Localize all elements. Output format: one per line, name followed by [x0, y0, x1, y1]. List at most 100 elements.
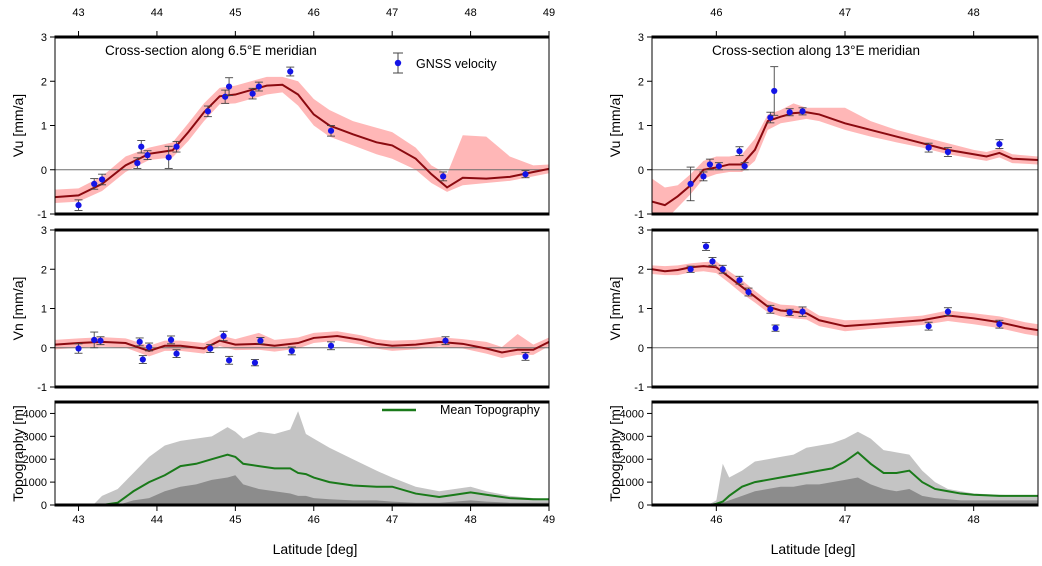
gnss-point	[173, 350, 180, 357]
gnss-point	[251, 359, 259, 366]
plot-area	[55, 411, 549, 505]
gnss-point	[706, 161, 714, 168]
y-tick-label: 1	[638, 304, 644, 316]
topography-legend-label: Mean Topography	[440, 403, 541, 417]
topography-max-area	[55, 411, 549, 505]
gnss-point	[996, 140, 1003, 148]
gnss-point	[173, 143, 180, 150]
gnss-point	[138, 143, 145, 150]
right-column: -1 0 1 2 3 46 47 48 Vu [mm/a] Cross-section along…	[607, 7, 1039, 526]
gnss-point	[327, 342, 335, 349]
y-tick-label: 2	[41, 76, 47, 88]
gnss-point	[767, 114, 774, 121]
y-tick-label: 1000	[620, 477, 644, 489]
y-tick-label: 0	[41, 343, 47, 355]
gnss-point	[736, 277, 743, 284]
plot-area	[652, 242, 1038, 349]
gnss-point	[736, 148, 743, 155]
gnss-point	[767, 306, 774, 313]
y-tick-label: -1	[634, 209, 644, 221]
y-tick-label: 0	[638, 165, 644, 177]
plot-area	[652, 66, 1038, 214]
gnss-point	[799, 108, 806, 115]
gnss-point	[442, 337, 449, 344]
gnss-point	[222, 93, 229, 100]
gnss-point	[225, 357, 233, 364]
y-axis-title: Vn [mm/a]	[607, 277, 623, 341]
y-tick-label: 4000	[23, 408, 47, 420]
y-tick-label: 0	[638, 500, 644, 512]
gnss-point	[255, 83, 262, 90]
topography-max-area	[652, 431, 1038, 505]
x-tick-label-bottom: 46	[308, 514, 320, 526]
panel-right-vn: -1 0 1 2 3 Vn [mm/a]	[607, 225, 1039, 394]
gnss-point	[786, 309, 793, 316]
x-tick-label-top: 47	[839, 7, 851, 19]
gnss-point	[287, 68, 294, 75]
gnss-point	[165, 154, 172, 161]
gnss-point	[709, 258, 716, 265]
x-tick-label-top: 46	[308, 7, 320, 19]
panel-title: Cross-section along 13°E meridian	[712, 43, 920, 58]
gnss-point	[799, 308, 806, 315]
gnss-point	[327, 127, 335, 134]
y-tick-label: 1	[41, 121, 47, 133]
panel-right-topo: 0 1000 2000 3000 4000 46 47 48 Topography [m]	[607, 400, 1039, 526]
y-tick-label: 2000	[620, 454, 644, 466]
gnss-point	[204, 108, 212, 115]
model-uncertainty-band	[55, 331, 549, 358]
y-tick-label: 3	[638, 225, 644, 237]
topography-legend: Mean Topography	[382, 403, 541, 417]
panel-left-vu: -1 0 1 2 3 43 44 45 46 47 48 49 Vu [mm/a] Cross-secti…	[10, 7, 555, 221]
mean-topography-line	[55, 453, 549, 505]
x-tick-label-top: 46	[710, 7, 722, 19]
x-tick-label-top: 45	[229, 7, 241, 19]
x-tick-label-bottom: 45	[229, 514, 241, 526]
y-axis-title: Topography [m]	[607, 405, 623, 502]
gnss-point	[925, 323, 932, 330]
gnss-point	[136, 338, 143, 345]
y-tick-label: 3	[41, 225, 47, 237]
x-tick-label-top: 44	[151, 7, 163, 19]
gnss-legend-marker	[394, 59, 402, 67]
gnss-point	[715, 163, 723, 170]
x-tick-label-bottom: 48	[464, 514, 476, 526]
gnss-point	[996, 321, 1003, 328]
gnss-point	[772, 325, 779, 332]
x-tick-label-top: 47	[386, 7, 398, 19]
gnss-point	[144, 152, 151, 159]
gnss-point	[257, 337, 264, 344]
gnss-point	[207, 345, 214, 352]
plot-area	[55, 66, 549, 211]
y-tick-label: -1	[634, 382, 644, 394]
y-tick-label: 0	[41, 500, 47, 512]
gnss-point	[75, 202, 82, 209]
panel-left-vn: -1 0 1 2 3 Vn [mm/a]	[10, 225, 550, 394]
gnss-point	[139, 356, 146, 363]
model-uncertainty-band	[55, 76, 549, 203]
gnss-point	[249, 90, 256, 97]
gnss-point	[925, 144, 932, 151]
gnss-point	[522, 353, 529, 360]
y-tick-label: -1	[37, 382, 47, 394]
x-axis-title-left: Latitude [deg]	[273, 541, 358, 557]
y-tick-label: 2	[41, 264, 47, 276]
y-tick-label: 1	[41, 304, 47, 316]
gnss-point	[288, 347, 295, 354]
gnss-point	[167, 336, 175, 343]
topography-min-area	[652, 477, 1038, 505]
y-axis-title: Vu [mm/a]	[10, 94, 26, 157]
gnss-point	[944, 308, 952, 315]
panel-title: Cross-section along 6.5°E meridian	[105, 43, 317, 58]
gnss-point	[522, 171, 529, 178]
x-tick-label-bottom: 48	[968, 514, 980, 526]
gnss-point	[97, 337, 104, 344]
y-axis-title: Topography [m]	[10, 405, 26, 502]
x-tick-label-bottom: 47	[386, 514, 398, 526]
y-tick-label: 2	[638, 76, 644, 88]
model-velocity-line	[55, 334, 549, 354]
x-tick-label-top: 43	[72, 7, 84, 19]
model-velocity-line	[652, 265, 1038, 332]
gnss-point	[91, 336, 98, 343]
